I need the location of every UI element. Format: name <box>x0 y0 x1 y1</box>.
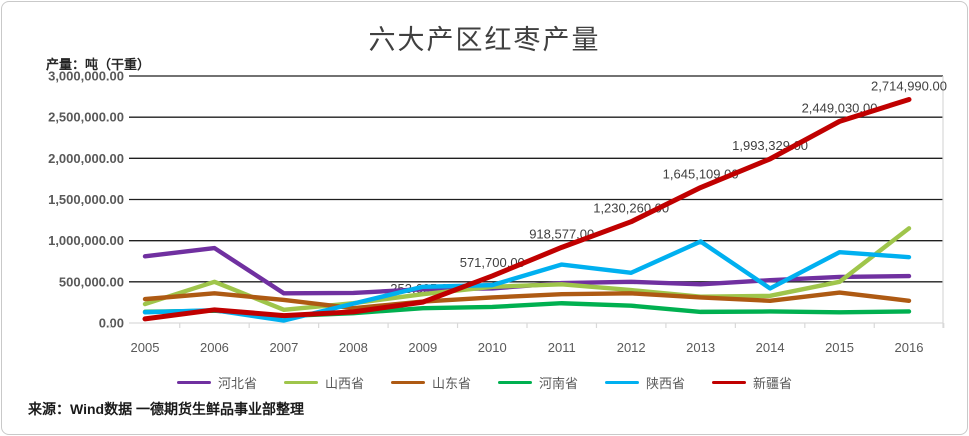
y-tick-label: 2,000,000.00 <box>48 151 124 166</box>
legend-label: 陕西省 <box>646 376 686 391</box>
x-tick-label: 2007 <box>269 340 298 355</box>
legend-item-6: 新疆省 <box>712 373 792 392</box>
chart-legend: 河北省 山西省 山东省 河南省 陕西省 新疆省 <box>2 373 967 392</box>
data-label: 571,700.00 <box>460 255 525 270</box>
y-tick-label: 500,000.00 <box>59 274 124 289</box>
x-tick-label: 2016 <box>895 340 924 355</box>
y-tick-label: 0.00 <box>99 316 124 331</box>
legend-label: 山西省 <box>324 376 364 391</box>
legend-swatch <box>390 381 425 384</box>
series-line-5 <box>142 239 912 323</box>
x-tick-label: 2008 <box>339 340 368 355</box>
legend-swatch <box>498 381 532 384</box>
series-line-2 <box>142 226 912 313</box>
legend-item-2: 山西省 <box>283 373 364 392</box>
legend-swatch <box>176 381 211 384</box>
legend-label: 河南省 <box>539 376 579 391</box>
legend-item-4: 河南省 <box>498 373 578 392</box>
data-label: 918,577.00 <box>529 226 594 241</box>
y-axis-unit-label: 产量：吨（干重） <box>46 57 151 72</box>
x-tick-label: 2009 <box>408 340 437 355</box>
data-label: 2,449,030.00 <box>802 100 878 115</box>
legend-label: 山东省 <box>431 376 471 391</box>
legend-swatch <box>605 381 640 384</box>
y-tick-label: 1,500,000.00 <box>48 192 124 207</box>
legend-item-1: 河北省 <box>176 373 257 392</box>
x-tick-label: 2005 <box>131 340 160 355</box>
y-tick-label: 1,000,000.00 <box>48 233 124 248</box>
source-note: 来源：Wind数据 一德期货生鲜品事业部整理 <box>28 401 304 417</box>
x-tick-label: 2012 <box>617 340 646 355</box>
x-tick-label: 2010 <box>478 340 507 355</box>
y-tick-label: 3,000,000.00 <box>48 69 124 84</box>
series-line-6 <box>142 96 912 322</box>
x-tick-label: 2013 <box>686 340 715 355</box>
data-label: 2,714,990.00 <box>871 78 947 93</box>
legend-swatch <box>283 381 318 384</box>
legend-swatch <box>712 381 747 384</box>
chart-title: 六大产区红枣产量 <box>368 25 601 55</box>
x-tick-label: 2014 <box>756 340 785 355</box>
x-tick-label: 2006 <box>200 340 229 355</box>
legend-label: 河北省 <box>217 376 257 391</box>
legend-item-5: 陕西省 <box>605 373 685 392</box>
x-tick-label: 2015 <box>825 340 854 355</box>
legend-item-3: 山东省 <box>390 373 471 392</box>
x-tick-label: 2011 <box>548 340 576 355</box>
legend-label: 新疆省 <box>753 376 793 391</box>
series-line-3 <box>142 290 912 311</box>
y-tick-label: 2,500,000.00 <box>48 110 124 125</box>
